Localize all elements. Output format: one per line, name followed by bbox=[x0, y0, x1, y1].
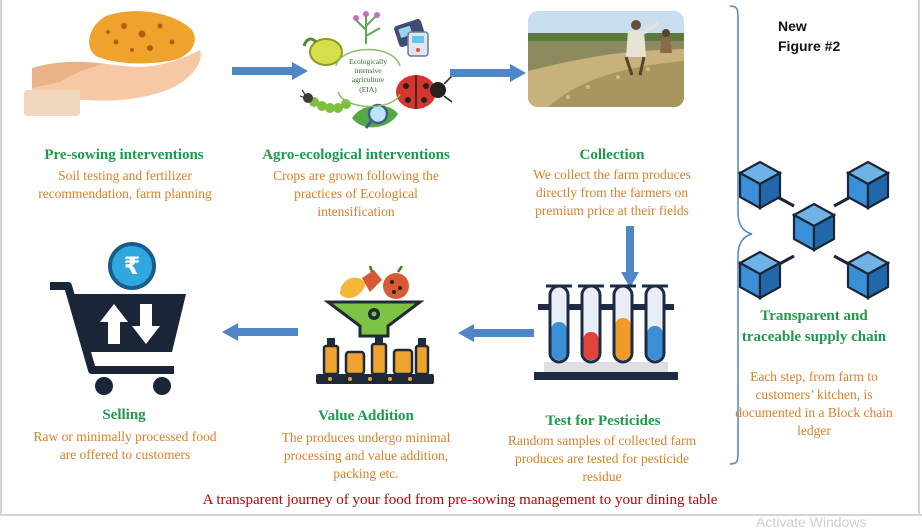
corner-label-line2: Figure #2 bbox=[778, 38, 841, 54]
footer-caption: A transparent journey of your food from … bbox=[202, 492, 718, 508]
value-addition-title: Value Addition bbox=[318, 408, 414, 424]
arrow-down-icon bbox=[621, 226, 639, 288]
selling-title: Selling bbox=[102, 407, 146, 423]
agro-ecological-desc: Crops are grown following the practices … bbox=[273, 168, 439, 219]
frame-left-border bbox=[0, 0, 2, 516]
agro-ecological-title: Agro-ecological interventions bbox=[262, 147, 450, 163]
arrow-left-icon bbox=[222, 323, 298, 341]
pre-sowing-title: Pre-sowing interventions bbox=[44, 147, 204, 163]
frame-bottom-border bbox=[0, 514, 922, 516]
pre-sowing-desc: Soil testing and fertilizer recommendati… bbox=[38, 168, 212, 201]
blockchain-title: Transparent and traceable supply chain bbox=[741, 308, 887, 345]
svg-text:Ecologically: Ecologically bbox=[349, 57, 387, 66]
svg-text:(EIA): (EIA) bbox=[359, 85, 377, 94]
eco-agriculture-icon: Ecologically intensive agriculture (EIA) bbox=[296, 6, 456, 142]
corner-label: New Figure #2 bbox=[778, 16, 840, 56]
blockchain-cubes-icon bbox=[732, 158, 896, 308]
frame-right-border bbox=[918, 0, 920, 516]
farmers-field-photo bbox=[528, 11, 684, 107]
value-addition-desc: The produces undergo minimal processing … bbox=[281, 430, 451, 481]
corner-label-line1: New bbox=[778, 18, 807, 34]
blockchain-desc: Each step, from farm to customers’ kitch… bbox=[735, 369, 893, 438]
selling-desc: Raw or minimally processed food are offe… bbox=[33, 429, 217, 462]
svg-text:agriculture: agriculture bbox=[352, 75, 385, 84]
test-tubes-icon bbox=[530, 278, 682, 386]
shopping-cart-icon: ₹ bbox=[46, 240, 194, 400]
rupee-icon: ₹ bbox=[123, 252, 141, 280]
arrow-right-icon bbox=[450, 64, 526, 82]
test-title: Test for Pesticides bbox=[545, 413, 661, 429]
collection-title: Collection bbox=[579, 147, 645, 163]
activate-windows-watermark: Activate Windows bbox=[756, 514, 867, 530]
arrow-left-icon bbox=[458, 324, 534, 342]
food-processing-icon bbox=[310, 266, 438, 388]
grouping-brace-icon bbox=[700, 4, 756, 466]
hand-soil-icon bbox=[24, 4, 204, 116]
arrow-right-icon bbox=[232, 62, 308, 80]
svg-text:intensive: intensive bbox=[354, 66, 382, 75]
collection-desc: We collect the farm produces directly fr… bbox=[533, 167, 691, 218]
test-desc: Random samples of collected farm produce… bbox=[507, 433, 697, 484]
